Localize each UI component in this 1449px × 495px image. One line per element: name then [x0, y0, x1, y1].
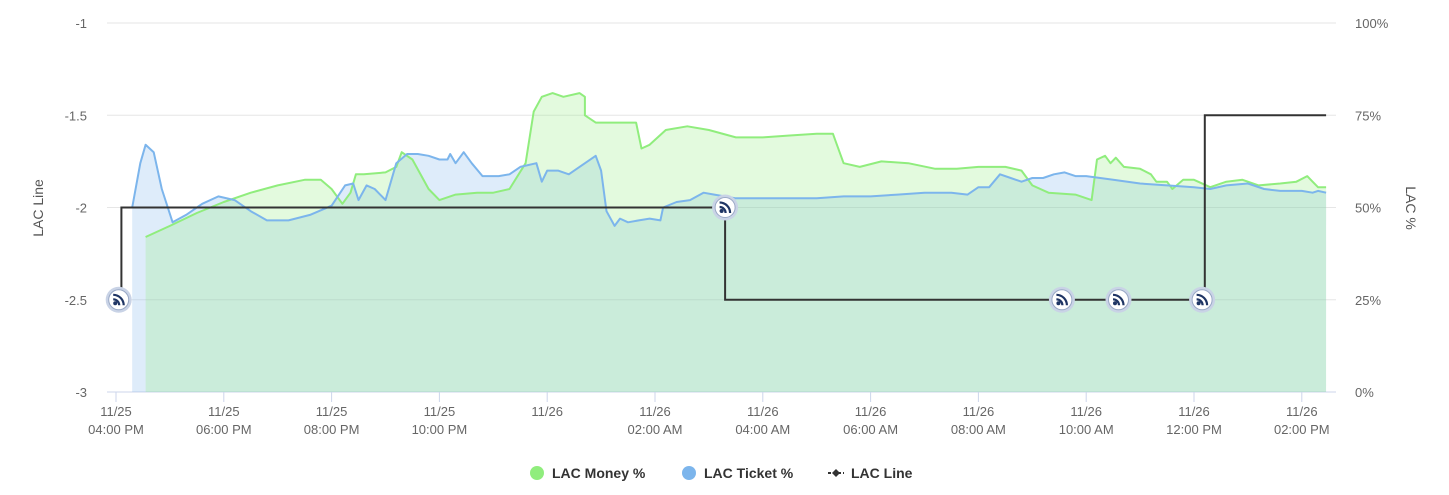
x-tick-time: 04:00 AM: [735, 422, 790, 437]
event-markers[interactable]: [105, 194, 1216, 313]
broadcast-marker-icon[interactable]: [105, 286, 132, 313]
marker-arc: [1196, 298, 1204, 306]
y-right-tick-label: 50%: [1355, 201, 1381, 216]
marker-dot: [1113, 301, 1117, 306]
series-line-1: [131, 143, 1327, 227]
marker-arc: [719, 201, 732, 214]
broadcast-marker-icon[interactable]: [1105, 286, 1132, 313]
y-left-tick-label: -1: [75, 16, 87, 31]
x-tick-time: 10:00 AM: [1059, 422, 1114, 437]
broadcast-marker-icon[interactable]: [712, 194, 739, 221]
marker-bg: [1108, 289, 1129, 311]
x-tick-date: 11/26: [1286, 404, 1318, 419]
marker-arc: [113, 293, 125, 306]
marker-bg: [1191, 289, 1213, 311]
marker-bg: [714, 197, 736, 218]
broadcast-marker-icon[interactable]: [1048, 286, 1075, 313]
x-tick-date: 11/26: [531, 404, 563, 419]
marker-arc: [1056, 293, 1069, 306]
marker-arc: [1112, 298, 1121, 306]
marker-arc: [1056, 298, 1064, 306]
x-tick-date: 11/26: [639, 404, 671, 419]
x-tick-time: 02:00 PM: [1274, 422, 1330, 437]
marker-dot: [113, 301, 118, 306]
x-tick-time: 02:00 AM: [628, 422, 683, 437]
y-right-tick-label: 75%: [1355, 108, 1381, 123]
marker-arc: [719, 205, 727, 214]
legend-symbol: [682, 466, 696, 480]
x-tick-time: 08:00 PM: [304, 422, 360, 437]
lac-line: [118, 114, 1327, 301]
x-tick-time: 10:00 PM: [412, 422, 468, 437]
series-lines: [118, 92, 1327, 301]
x-tick-date: 11/26: [747, 404, 779, 419]
marker-arc: [113, 298, 121, 306]
marker-arc: [1196, 293, 1209, 306]
marker-dot: [1056, 301, 1061, 306]
broadcast-marker-icon[interactable]: [1189, 286, 1216, 313]
y-left-tick-label: -2.5: [65, 293, 87, 308]
legend-item[interactable]: LAC Money %: [530, 465, 646, 481]
legend-label: LAC Ticket %: [704, 465, 794, 481]
legend-item[interactable]: LAC Line: [828, 465, 913, 481]
x-tick-time: 06:00 AM: [843, 422, 898, 437]
x-tick-date: 11/25: [316, 404, 348, 419]
x-tick-date: 11/25: [208, 404, 240, 419]
series-line-0: [145, 92, 1327, 238]
x-tick-date: 11/26: [1178, 404, 1210, 419]
y-axis-left-title: LAC Line: [30, 179, 46, 237]
legend-label: LAC Line: [851, 465, 913, 481]
x-tick-date: 11/25: [100, 404, 132, 419]
y-left-tick-label: -1.5: [65, 108, 87, 123]
x-tick-date: 11/25: [424, 404, 456, 419]
x-tick-date: 11/26: [855, 404, 887, 419]
y-right-tick-label: 100%: [1355, 16, 1389, 31]
x-tick-date: 11/26: [1070, 404, 1102, 419]
legend-symbol: [530, 466, 544, 480]
legend-label: LAC Money %: [552, 465, 646, 481]
y-right-tick-label: 25%: [1355, 293, 1381, 308]
legend-diamond: [832, 469, 840, 477]
marker-dot: [719, 209, 724, 213]
x-axis: 11/25 04:00 PM 11/25 06:00 PM 11/25 08:00 PM 1…: [88, 392, 1330, 437]
marker-dot: [1196, 301, 1201, 306]
legend: LAC Money % LAC Ticket % LAC Line: [530, 465, 913, 481]
marker-arc: [1112, 293, 1125, 306]
x-tick-date: 11/26: [963, 404, 995, 419]
x-tick-time: 06:00 PM: [196, 422, 252, 437]
legend-item[interactable]: LAC Ticket %: [682, 465, 794, 481]
x-tick-time: 12:00 PM: [1166, 422, 1222, 437]
y-axis-left: -1 -1.5 -2 -2.5 -3: [65, 16, 87, 400]
y-left-tick-label: -3: [75, 385, 87, 400]
y-right-tick-label: 0%: [1355, 385, 1374, 400]
marker-bg: [1051, 289, 1073, 311]
series-area-0: [145, 93, 1327, 392]
marker-bg: [108, 289, 130, 311]
x-tick-time: 04:00 PM: [88, 422, 144, 437]
x-tick-time: 08:00 AM: [951, 422, 1006, 437]
y-left-tick-label: -2: [75, 201, 87, 216]
y-axis-right-title: LAC %: [1403, 186, 1419, 230]
series-areas: [132, 93, 1327, 392]
y-axis-right: 100% 75% 50% 25% 0%: [1355, 16, 1389, 400]
